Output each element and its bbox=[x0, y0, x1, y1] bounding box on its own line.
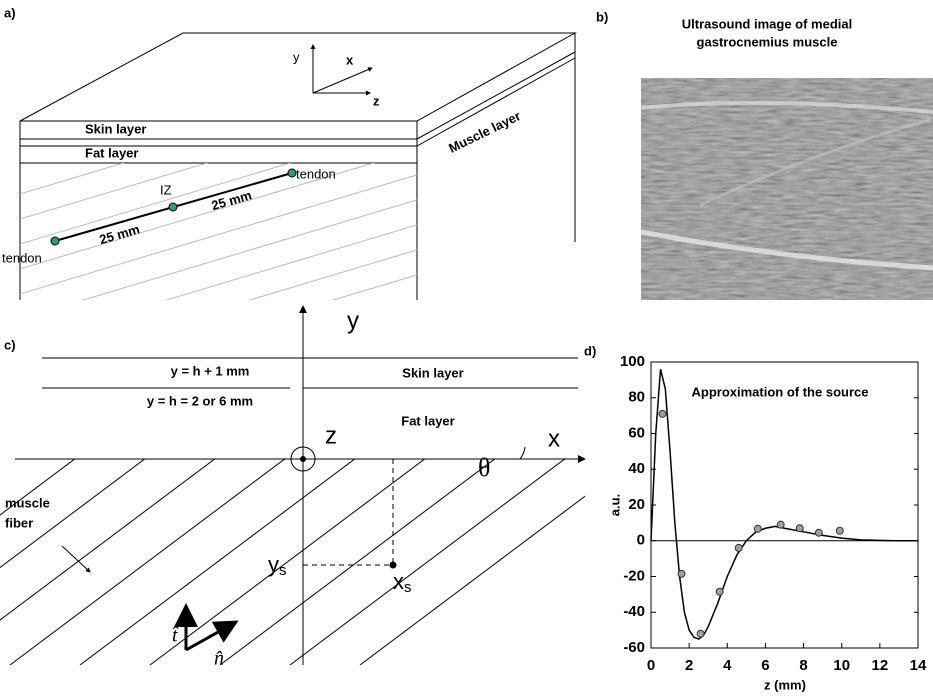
data-point bbox=[659, 410, 666, 417]
image-title: gastrocnemius muscle bbox=[697, 34, 838, 49]
distance-label: 25 mm bbox=[98, 221, 142, 247]
unit-vector: t̂ bbox=[172, 625, 179, 647]
data-point bbox=[836, 527, 843, 534]
fiber-label: fiber bbox=[5, 515, 33, 530]
unit-vector: n̂ bbox=[214, 648, 224, 670]
panel-b: b) Ultrasound image of medial gastrocnem… bbox=[596, 9, 933, 300]
axis-label: y bbox=[347, 307, 359, 334]
axis-label: z bbox=[373, 93, 380, 108]
data-point bbox=[777, 521, 784, 528]
tendon-label: tendon bbox=[2, 250, 42, 265]
axis-label: y bbox=[293, 49, 300, 64]
panel-label: d) bbox=[584, 343, 596, 358]
y-tick-label: 80 bbox=[628, 389, 645, 406]
x-tick-label: 0 bbox=[647, 657, 655, 674]
layer-label: Skin layer bbox=[85, 121, 146, 136]
x-tick-label: 10 bbox=[833, 657, 850, 674]
data-point bbox=[796, 525, 803, 532]
axis-label: z bbox=[325, 422, 337, 449]
x-tick-label: 12 bbox=[872, 657, 889, 674]
fiber-label: muscle bbox=[5, 495, 50, 510]
panel-c: c) y = h + 1 mm y = h = 2 or 6 mm Skin l… bbox=[0, 306, 640, 670]
y-tick-label: -40 bbox=[623, 603, 645, 620]
image-title: Ultrasound image of medial bbox=[682, 16, 852, 31]
panel-a: a) y x z Skin layer Fat layer Muscle lay… bbox=[0, 5, 575, 400]
data-point bbox=[697, 630, 704, 637]
data-point bbox=[735, 544, 742, 551]
layer-label: Skin layer bbox=[402, 365, 463, 380]
angle-label: θ bbox=[478, 453, 490, 482]
data-point bbox=[815, 529, 822, 536]
y-tick-label: -20 bbox=[623, 567, 645, 584]
layer-label: Fat layer bbox=[401, 413, 454, 428]
axis-label: x bbox=[548, 425, 560, 452]
plot-frame bbox=[651, 362, 918, 648]
source-y: ys bbox=[268, 552, 287, 579]
source-y-base: y bbox=[268, 552, 279, 577]
x-tick-label: 6 bbox=[761, 657, 769, 674]
panel-label: b) bbox=[596, 9, 608, 24]
source-x-sub: s bbox=[404, 579, 412, 596]
x-axis-label: z (mm) bbox=[764, 677, 806, 692]
boundary-label: y = h + 1 mm bbox=[171, 363, 250, 378]
panel-label: a) bbox=[4, 5, 16, 20]
x-tick-label: 4 bbox=[723, 657, 732, 674]
panel-d: d) Approximation of the source a.u. z (m… bbox=[584, 343, 927, 692]
source-x: xs bbox=[393, 569, 412, 596]
source-y-sub: s bbox=[279, 562, 287, 579]
panel-label: c) bbox=[4, 337, 16, 352]
y-tick-label: 100 bbox=[620, 353, 645, 370]
source-x-base: x bbox=[393, 569, 404, 594]
layer-label: Muscle layer bbox=[446, 108, 523, 156]
y-tick-label: 20 bbox=[628, 496, 645, 513]
iz-label: IZ bbox=[160, 182, 172, 197]
ultrasound-image bbox=[641, 78, 933, 300]
x-tick-label: 14 bbox=[910, 657, 927, 674]
y-tick-label: -60 bbox=[623, 639, 645, 656]
y-tick-label: 0 bbox=[637, 532, 645, 549]
data-point bbox=[716, 588, 723, 595]
layer-label: Fat layer bbox=[85, 145, 138, 160]
y-tick-label: 40 bbox=[628, 460, 645, 477]
x-tick-label: 2 bbox=[685, 657, 693, 674]
figure: a) y x z Skin layer Fat layer Muscle lay… bbox=[0, 0, 933, 697]
chart-title: Approximation of the source bbox=[692, 384, 869, 399]
tendon-label: tendon bbox=[296, 166, 336, 181]
data-point bbox=[678, 570, 685, 577]
y-tick-label: 60 bbox=[628, 424, 645, 441]
y-axis-label: a.u. bbox=[607, 494, 622, 516]
boundary-label: y = h = 2 or 6 mm bbox=[147, 393, 253, 408]
axis-label: x bbox=[346, 52, 354, 67]
curve bbox=[651, 369, 918, 639]
data-point bbox=[754, 525, 761, 532]
x-tick-label: 8 bbox=[799, 657, 807, 674]
